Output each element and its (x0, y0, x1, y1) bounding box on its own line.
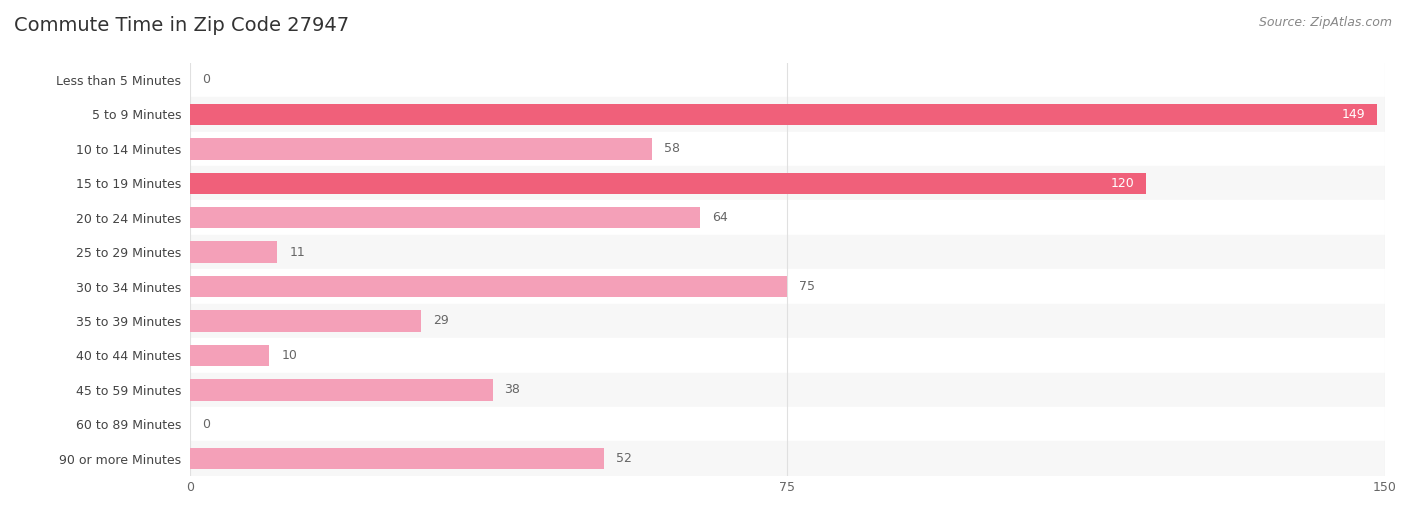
Text: 58: 58 (664, 142, 681, 155)
Text: Source: ZipAtlas.com: Source: ZipAtlas.com (1258, 16, 1392, 29)
Text: 75: 75 (800, 280, 815, 293)
Bar (190, 242, 277, 263)
Bar (190, 276, 787, 297)
Bar (190, 207, 700, 229)
Bar (190, 269, 1385, 304)
Bar (190, 166, 1385, 200)
Bar (190, 338, 1385, 372)
Bar (190, 63, 1385, 97)
Text: 0: 0 (202, 73, 209, 86)
Bar (190, 104, 1376, 125)
Bar (190, 132, 1385, 166)
Bar (190, 441, 1385, 476)
Text: 38: 38 (505, 383, 520, 396)
Bar (190, 379, 492, 401)
Bar (190, 372, 1385, 407)
Text: 120: 120 (1111, 177, 1135, 190)
Text: 0: 0 (202, 418, 209, 431)
Text: 29: 29 (433, 314, 449, 327)
Bar (190, 97, 1385, 132)
Text: 10: 10 (281, 349, 297, 362)
Text: 64: 64 (711, 211, 727, 224)
Text: 52: 52 (616, 452, 631, 465)
Text: 11: 11 (290, 246, 305, 259)
Bar (190, 235, 1385, 269)
Bar (190, 310, 420, 332)
Bar (190, 138, 652, 160)
Bar (190, 173, 1146, 194)
Text: Commute Time in Zip Code 27947: Commute Time in Zip Code 27947 (14, 16, 349, 35)
Bar (190, 448, 605, 469)
Bar (190, 304, 1385, 338)
Text: 149: 149 (1341, 108, 1365, 121)
Bar (190, 407, 1385, 441)
Bar (190, 345, 270, 366)
Bar (190, 200, 1385, 235)
